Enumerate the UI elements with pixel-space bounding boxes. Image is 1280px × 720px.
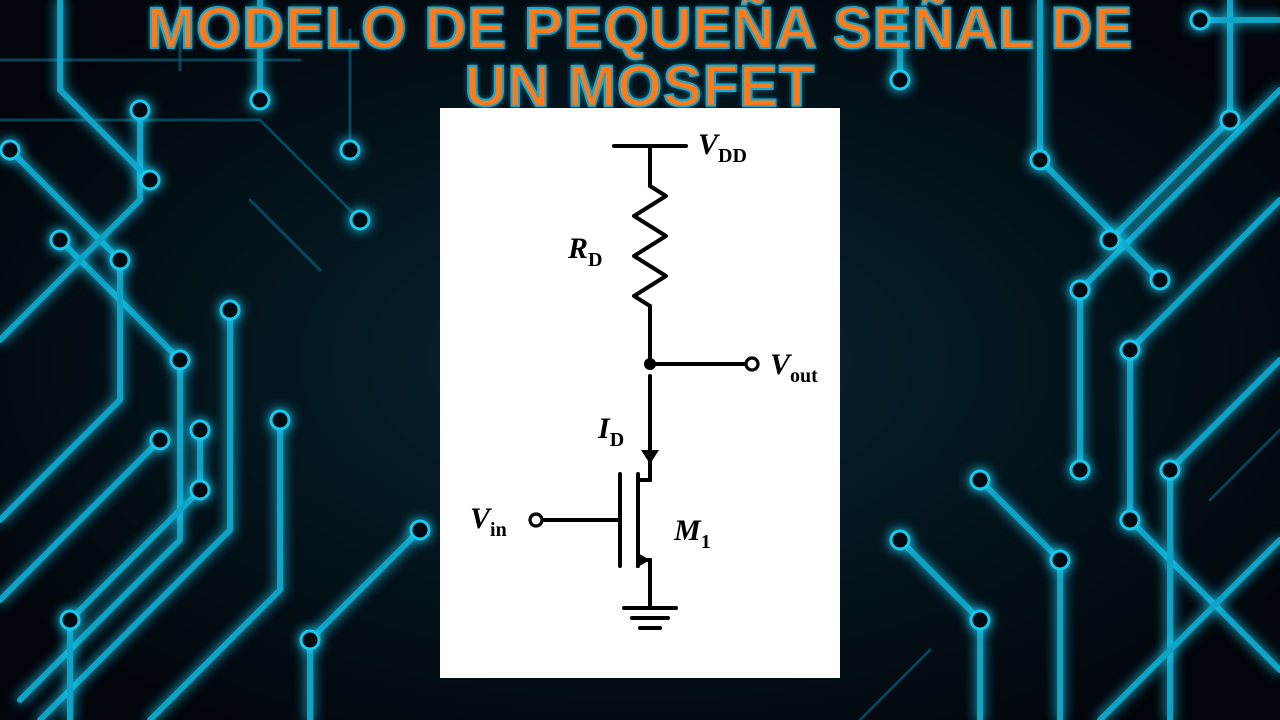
mosfet-schematic: VDD RD Vout ID Vin M1 — [440, 108, 840, 678]
svg-text:M1: M1 — [673, 514, 711, 553]
title-line-1: MODELO DE PEQUEÑA SEÑAL DE — [0, 0, 1280, 58]
svg-text:ID: ID — [597, 412, 624, 451]
svg-text:Vin: Vin — [470, 502, 507, 541]
svg-text:RD: RD — [567, 232, 602, 271]
svg-text:VDD: VDD — [698, 128, 747, 167]
schematic-panel: VDD RD Vout ID Vin M1 — [440, 108, 840, 678]
svg-text:Vout: Vout — [770, 348, 818, 387]
page-title: MODELO DE PEQUEÑA SEÑAL DE UN MOSFET — [0, 0, 1280, 116]
